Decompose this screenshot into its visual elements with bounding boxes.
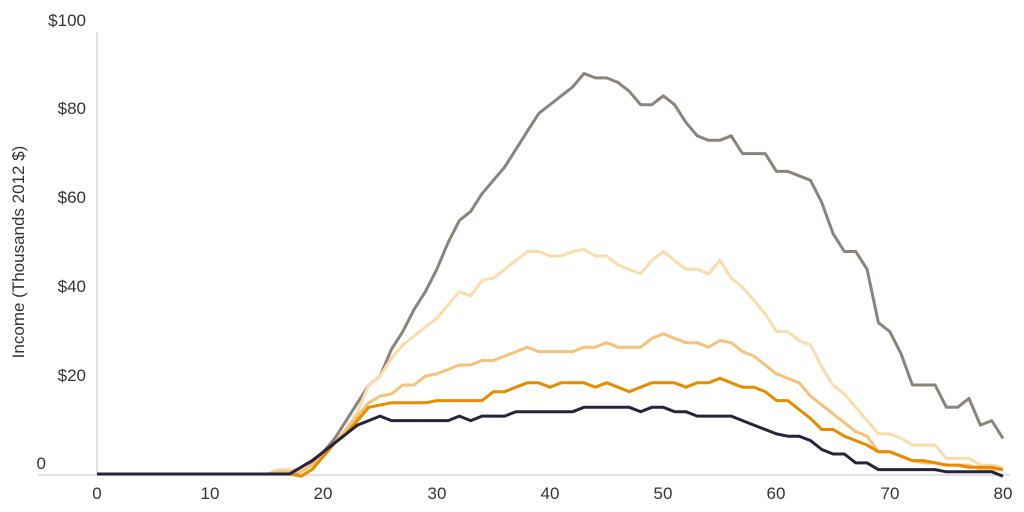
x-tick-label-40: 40 <box>541 484 560 503</box>
x-tick-label-60: 60 <box>767 484 786 503</box>
x-tick-label-80: 80 <box>994 484 1013 503</box>
y-tick-label-100: $100 <box>48 11 86 30</box>
series-1-dark-line <box>97 405 1004 478</box>
y-tick-label-20: $20 <box>58 366 86 385</box>
y-tick-label-40: $40 <box>58 277 86 296</box>
series-3-light-orange-line <box>97 332 1003 476</box>
y-tick-label-0: 0 <box>37 454 46 473</box>
y-axis-title: Income (Thousands 2012 $) <box>9 146 28 359</box>
x-tick-label-0: 0 <box>92 484 101 503</box>
x-tick-label-70: 70 <box>881 484 900 503</box>
series-5-gray-line <box>97 72 1005 476</box>
x-tick-label-10: 10 <box>201 484 220 503</box>
y-tick-label-60: $60 <box>58 188 86 207</box>
x-tick-label-50: 50 <box>654 484 673 503</box>
y-tick-label-80: $80 <box>58 99 86 118</box>
y-axis: $100 $80 $60 $40 $20 0 Income (Thousands… <box>9 11 98 474</box>
x-axis: 0 10 20 30 40 50 60 70 80 <box>38 474 1013 503</box>
series-lines <box>97 72 1005 478</box>
x-tick-label-30: 30 <box>428 484 447 503</box>
series-4-pale-orange-line <box>97 247 1004 476</box>
x-tick-label-20: 20 <box>314 484 333 503</box>
